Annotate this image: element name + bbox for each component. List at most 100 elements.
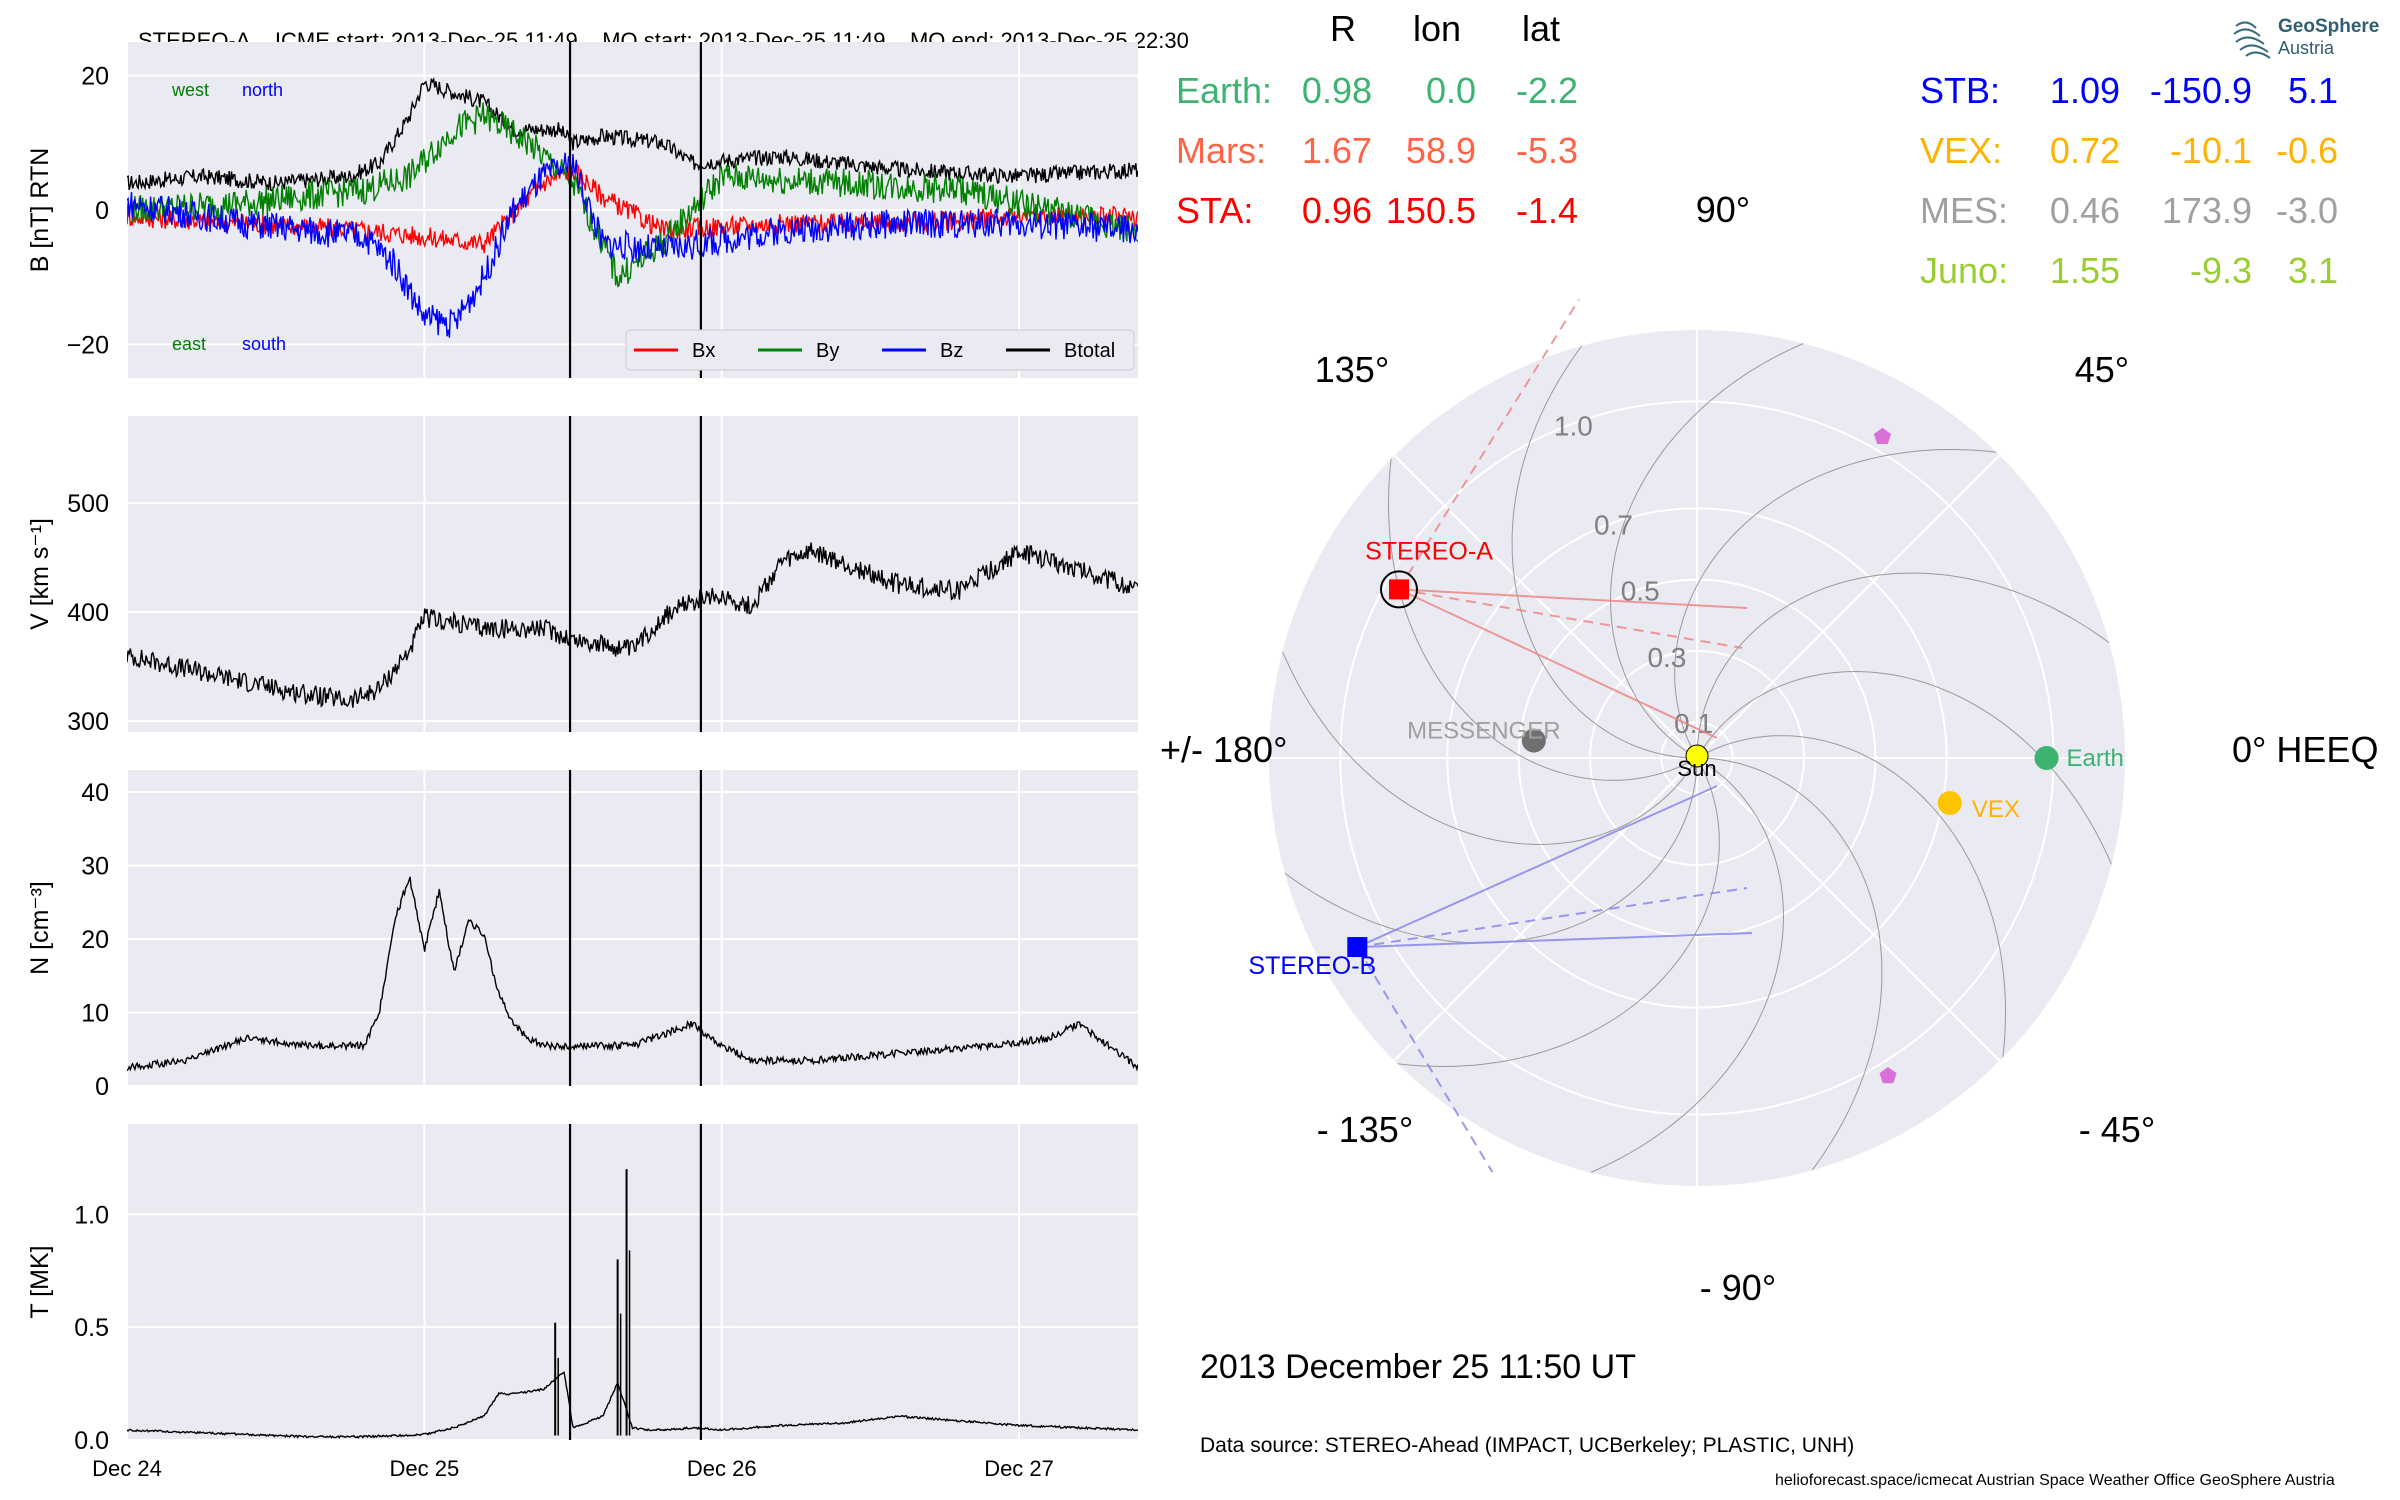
y-tick-label: 400 <box>67 599 109 627</box>
y-tick-label: 10 <box>81 1000 109 1028</box>
earth-label: Earth <box>2067 745 2124 772</box>
table-cell-lon: 0.0 <box>1425 70 1476 111</box>
x-tick-label: Dec 26 <box>687 1456 757 1481</box>
y-tick-label: 30 <box>81 853 109 881</box>
parker-spiral-line <box>1696 757 1883 1171</box>
vex-label: VEX <box>1972 796 2020 823</box>
parker-spiral-line <box>1284 757 1698 944</box>
parker-spiral-line <box>1609 342 1804 759</box>
y-tick-label: 40 <box>81 779 109 807</box>
table-cell-lon: 150.5 <box>1385 190 1476 231</box>
angle-label-45: 45° <box>2075 349 2129 390</box>
y-tick-label: 500 <box>67 490 109 518</box>
y-axis-label: B [nT] RTN <box>26 148 54 273</box>
angle-label-minus-90: - 90° <box>1700 1267 1776 1308</box>
table-cell-R: 1.09 <box>2049 70 2120 111</box>
parker-spiral-line <box>1696 670 2113 865</box>
parker-spiral-line <box>1388 458 1698 781</box>
juno-a-marker <box>1873 427 1891 444</box>
messenger-marker <box>1521 728 1546 753</box>
stereo-b-label: STEREO-B <box>1248 952 1376 980</box>
table-cell-name: VEX: <box>1920 130 2003 171</box>
stereo-a-label: STEREO-A <box>1365 537 1493 565</box>
legend-label-Bx: Bx <box>692 340 715 362</box>
table-header-lat: lat <box>1522 8 1561 49</box>
polar-angle-spoke <box>1696 757 2001 1062</box>
y-tick-label: 20 <box>81 926 109 954</box>
y-tick-label: 0.5 <box>74 1314 109 1342</box>
table-cell-R: 0.46 <box>2049 190 2120 231</box>
y-tick-label: 0 <box>95 1073 109 1101</box>
series-group <box>127 1169 1138 1439</box>
series-line-Btotal <box>127 77 1138 192</box>
table-cell-name: STB: <box>1920 70 2001 111</box>
x-tick-label: Dec 27 <box>984 1456 1054 1481</box>
table-cell-lat: 5.1 <box>2287 70 2338 111</box>
sta-fov-line <box>1398 588 1743 649</box>
sun-marker <box>1685 744 1709 768</box>
table-cell-lat: 3.1 <box>2287 250 2338 291</box>
stereo-a-highlight-ring <box>1379 570 1418 609</box>
table-header-lon: lon <box>1413 8 1462 49</box>
series-group <box>127 542 1138 708</box>
x-tick-label: Dec 24 <box>92 1456 162 1481</box>
polar-angle-spoke <box>1393 454 1698 759</box>
y-tick-label: 20 <box>81 63 109 91</box>
y-tick-label: 0.0 <box>74 1427 109 1455</box>
y-axis-label: N [cm⁻³] <box>26 881 54 975</box>
angle-label-0: 0° HEEQ <box>2232 729 2378 770</box>
sta-fov-line <box>1398 588 1718 739</box>
table-cell-lon: 173.9 <box>2161 190 2252 231</box>
parker-spiral-line <box>1696 735 2006 1058</box>
table-cell-lat: -0.6 <box>2275 130 2338 171</box>
polar-radius-label: 0.7 <box>1594 510 1633 541</box>
panel-2: 40 30 20 10 0 N [cm⁻³] <box>26 770 1138 1101</box>
y-tick-label: 300 <box>67 708 109 736</box>
y-tick-label: 0 <box>95 197 109 225</box>
stb-fov-line <box>1357 932 1753 949</box>
table-cell-name: STA: <box>1176 190 1254 231</box>
panel-0: 20 0 −20 B [nT] RTN west north east south Bx By Bz… <box>26 42 1138 378</box>
polar-angle-spoke <box>1696 454 2001 759</box>
y-tick-label: 1.0 <box>74 1201 109 1229</box>
stb-fov-line <box>1357 887 1748 949</box>
annotation-north: north <box>242 80 283 100</box>
panel-3: 1.0 0.5 0.0 T [MK] Dec 24 Dec 25 Dec 26 Dec 27 <box>26 1124 1138 1481</box>
messenger-label: MESSENGER <box>1407 718 1560 745</box>
date-label: 2013 December 25 11:50 UT <box>1200 1348 1636 1386</box>
footer-credits: helioforecast.space/icmecat Austrian Spa… <box>1775 1472 2335 1489</box>
panel-1: 500 400 300 V [km s⁻¹] <box>26 416 1138 736</box>
table-cell-name: Mars: <box>1176 130 1266 171</box>
annotation-south: south <box>242 334 286 354</box>
table-cell-lat: -3.0 <box>2275 190 2338 231</box>
parker-spiral-line <box>1397 757 1720 1067</box>
legend-label-Bz: Bz <box>940 340 963 362</box>
y-axis-label: T [MK] <box>26 1245 54 1318</box>
logo-line1: GeoSphere <box>2278 16 2380 37</box>
angle-label-180: +/- 180° <box>1160 729 1287 770</box>
series-group <box>127 77 1138 338</box>
table-cell-R: 0.98 <box>1301 70 1372 111</box>
angle-label-90: 90° <box>1696 189 1750 230</box>
panel-background <box>127 1124 1138 1440</box>
angle-label-minus-135: - 135° <box>1317 1109 1413 1150</box>
stb-fov-line <box>1356 946 1494 1173</box>
table-header-r: R <box>1330 8 1356 49</box>
series-line-T <box>127 1371 1138 1439</box>
legend-box <box>625 329 1135 371</box>
annotation-east: east <box>172 334 206 354</box>
series-line-V <box>127 542 1138 708</box>
parker-spiral-line <box>1281 651 1698 846</box>
parker-spiral-line <box>1696 572 2110 759</box>
polar-angle-spoke <box>1393 757 1698 1062</box>
panel-background <box>127 416 1138 732</box>
angle-label-135: 135° <box>1315 349 1389 390</box>
stereo-b-marker <box>1347 937 1368 958</box>
table-cell-name: Juno: <box>1920 250 2009 291</box>
table-cell-name: Earth: <box>1176 70 1273 111</box>
data-source-label: Data source: STEREO-Ahead (IMPACT, UCBer… <box>1200 1434 1855 1457</box>
table-cell-lat: -1.4 <box>1515 190 1578 231</box>
series-line-N <box>127 876 1138 1072</box>
series-line-Bz <box>127 152 1138 338</box>
